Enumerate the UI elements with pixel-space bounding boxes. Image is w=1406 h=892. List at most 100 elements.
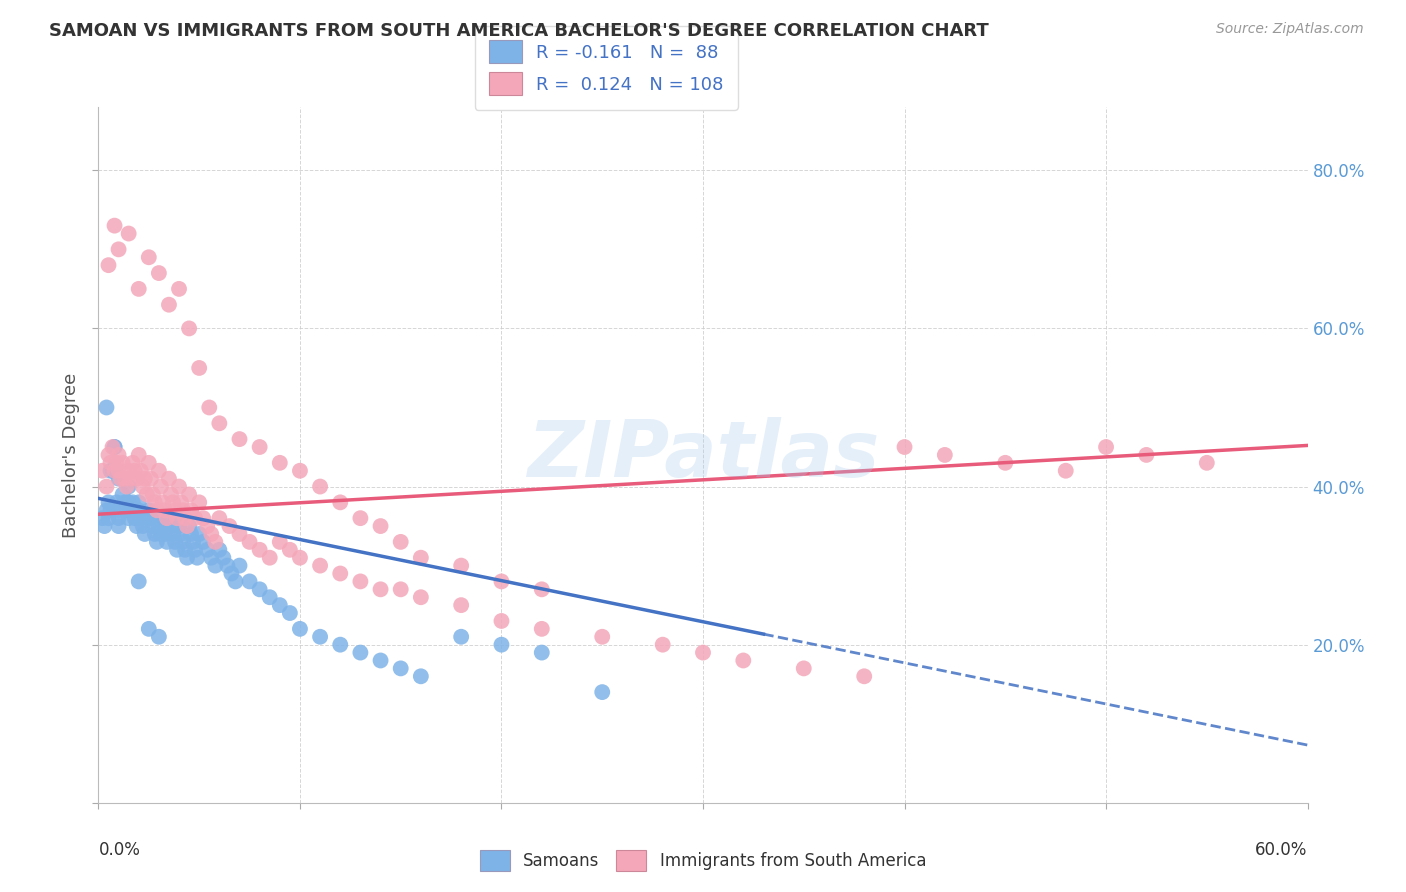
Point (188, 527, 211, 541)
Point (491, 614, 513, 628)
Point (167, 479, 190, 493)
Point (143, 495, 166, 509)
Point (176, 550, 198, 565)
Point (124, 464, 146, 478)
Point (1135, 448, 1157, 462)
Point (893, 440, 915, 454)
Point (184, 542, 207, 557)
Point (103, 219, 125, 233)
Point (204, 534, 226, 549)
Point (138, 622, 160, 636)
Point (288, 622, 311, 636)
Point (103, 440, 125, 454)
Point (148, 630, 170, 644)
Point (180, 503, 202, 517)
Point (111, 487, 134, 501)
Point (118, 511, 141, 525)
Point (124, 511, 146, 525)
Point (97, 448, 120, 462)
Point (212, 550, 235, 565)
Point (491, 574, 513, 589)
Point (450, 598, 472, 612)
Point (100, 503, 122, 517)
Point (170, 527, 193, 541)
Point (91, 511, 114, 525)
Point (118, 479, 141, 493)
Point (138, 250, 160, 264)
Point (530, 622, 553, 636)
Point (1054, 464, 1077, 478)
Point (162, 495, 184, 509)
Point (389, 582, 412, 597)
Point (530, 582, 553, 597)
Point (195, 542, 218, 557)
Point (121, 456, 143, 470)
Point (107, 448, 129, 462)
Point (138, 456, 160, 470)
Point (221, 566, 243, 581)
Point (162, 527, 184, 541)
Legend: Samoans, Immigrants from South America: Samoans, Immigrants from South America (474, 843, 932, 878)
Point (118, 227, 141, 241)
Point (409, 669, 432, 683)
Point (269, 598, 291, 612)
Point (349, 574, 371, 589)
Point (288, 464, 311, 478)
Text: SAMOAN VS IMMIGRANTS FROM SOUTH AMERICA BACHELOR'S DEGREE CORRELATION CHART: SAMOAN VS IMMIGRANTS FROM SOUTH AMERICA … (49, 22, 988, 40)
Point (994, 456, 1017, 470)
Point (224, 574, 246, 589)
Point (1195, 456, 1218, 470)
Point (107, 243, 129, 257)
Point (278, 542, 301, 557)
Point (118, 464, 141, 478)
Point (239, 534, 262, 549)
Point (249, 582, 271, 597)
Point (170, 495, 193, 509)
Point (309, 479, 332, 493)
Point (692, 646, 714, 660)
Point (179, 321, 201, 335)
Point (128, 282, 150, 296)
Point (153, 527, 176, 541)
Point (97, 511, 120, 525)
Point (349, 511, 371, 525)
Point (370, 582, 392, 597)
Point (591, 685, 613, 699)
Point (107, 464, 129, 478)
Point (167, 282, 190, 296)
Point (143, 527, 166, 541)
Point (733, 653, 755, 667)
Point (132, 519, 155, 533)
Text: ZIPatlas: ZIPatlas (527, 417, 879, 493)
Point (259, 550, 281, 565)
Point (934, 448, 956, 462)
Point (114, 495, 136, 509)
Text: 0.0%: 0.0% (98, 841, 141, 859)
Point (491, 638, 513, 652)
Point (125, 472, 148, 486)
Point (179, 487, 201, 501)
Point (389, 534, 412, 549)
Point (128, 495, 150, 509)
Point (146, 503, 169, 517)
Point (148, 464, 170, 478)
Point (239, 574, 262, 589)
Point (370, 653, 392, 667)
Point (134, 527, 156, 541)
Point (101, 440, 124, 454)
Point (105, 495, 128, 509)
Point (249, 542, 271, 557)
Point (142, 487, 165, 501)
Point (200, 527, 222, 541)
Point (288, 550, 311, 565)
Point (148, 519, 170, 533)
Point (186, 550, 208, 565)
Point (409, 550, 432, 565)
Point (259, 591, 281, 605)
Point (188, 360, 211, 375)
Text: 60.0%: 60.0% (1256, 841, 1308, 859)
Point (100, 464, 122, 478)
Point (179, 519, 201, 533)
Point (107, 519, 129, 533)
Point (111, 456, 134, 470)
